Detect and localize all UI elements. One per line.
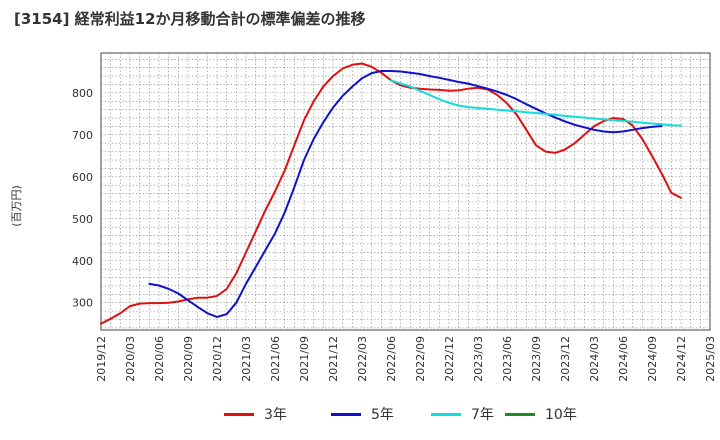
- legend-item: 10年: [505, 402, 577, 426]
- legend-swatch: [431, 412, 461, 416]
- y-tick-label: 800: [72, 87, 93, 100]
- legend-swatch: [505, 412, 535, 416]
- chart-title: [3154] 経常利益12か月移動合計の標準偏差の推移: [14, 10, 366, 28]
- x-tick-label: 2024/03: [588, 336, 601, 382]
- x-tick-label: 2019/12: [95, 336, 108, 382]
- x-tick-label: 2021/06: [269, 336, 282, 382]
- x-tick-label: 2025/03: [704, 336, 717, 382]
- y-tick-label: 600: [72, 171, 93, 184]
- legend-label: 7年: [471, 407, 494, 423]
- x-tick-label: 2021/03: [240, 336, 253, 382]
- x-tick-label: 2020/09: [182, 336, 195, 382]
- x-tick-label: 2020/06: [153, 336, 166, 382]
- x-tick-label: 2023/12: [559, 336, 572, 382]
- x-tick-label: 2022/09: [414, 336, 427, 382]
- y-tick-label: 700: [72, 129, 93, 142]
- series-line-3: [390, 79, 682, 127]
- line-chart: 300 400 500 600 700 800 2019/12 2020/03 2020/06…: [72, 52, 717, 382]
- series-lines: [100, 62, 682, 325]
- x-tick-label: 2020/03: [124, 336, 137, 382]
- y-tick-labels: 300 400 500 600 700 800: [72, 87, 93, 310]
- legend-item: 3年: [224, 402, 287, 426]
- x-tick-label: 2021/09: [298, 336, 311, 382]
- x-tick-label: 2022/06: [385, 336, 398, 382]
- y-tick-label: 500: [72, 213, 93, 226]
- x-tick-label: 2024/06: [617, 336, 630, 382]
- x-tick-label: 2024/12: [675, 336, 688, 382]
- y-tick-label: 400: [72, 255, 93, 268]
- x-tick-labels: 2019/12 2020/03 2020/06 2020/09 2020/12 2021/…: [95, 336, 717, 382]
- legend-item: 5年: [331, 402, 394, 426]
- legend: 3年 5年 7年 10年: [0, 402, 720, 426]
- x-tick-label: 2023/09: [530, 336, 543, 382]
- x-tick-label: 2020/12: [211, 336, 224, 382]
- x-tick-label: 2021/12: [327, 336, 340, 382]
- x-tick-label: 2022/12: [443, 336, 456, 382]
- legend-swatch: [331, 412, 361, 416]
- legend-label: 5年: [371, 407, 394, 423]
- x-tick-label: 2022/03: [356, 336, 369, 382]
- x-tick-label: 2023/03: [472, 336, 485, 382]
- legend-item: 7年: [431, 402, 494, 426]
- grid-lines: [101, 53, 710, 330]
- y-tick-label: 300: [72, 297, 93, 310]
- legend-label: 3年: [264, 407, 287, 423]
- legend-swatch: [224, 412, 254, 416]
- x-tick-label: 2023/06: [501, 336, 514, 382]
- x-tick-label: 2024/09: [646, 336, 659, 382]
- plot-area: [100, 52, 711, 331]
- legend-label: 10年: [545, 407, 577, 423]
- series-line-2: [148, 70, 663, 318]
